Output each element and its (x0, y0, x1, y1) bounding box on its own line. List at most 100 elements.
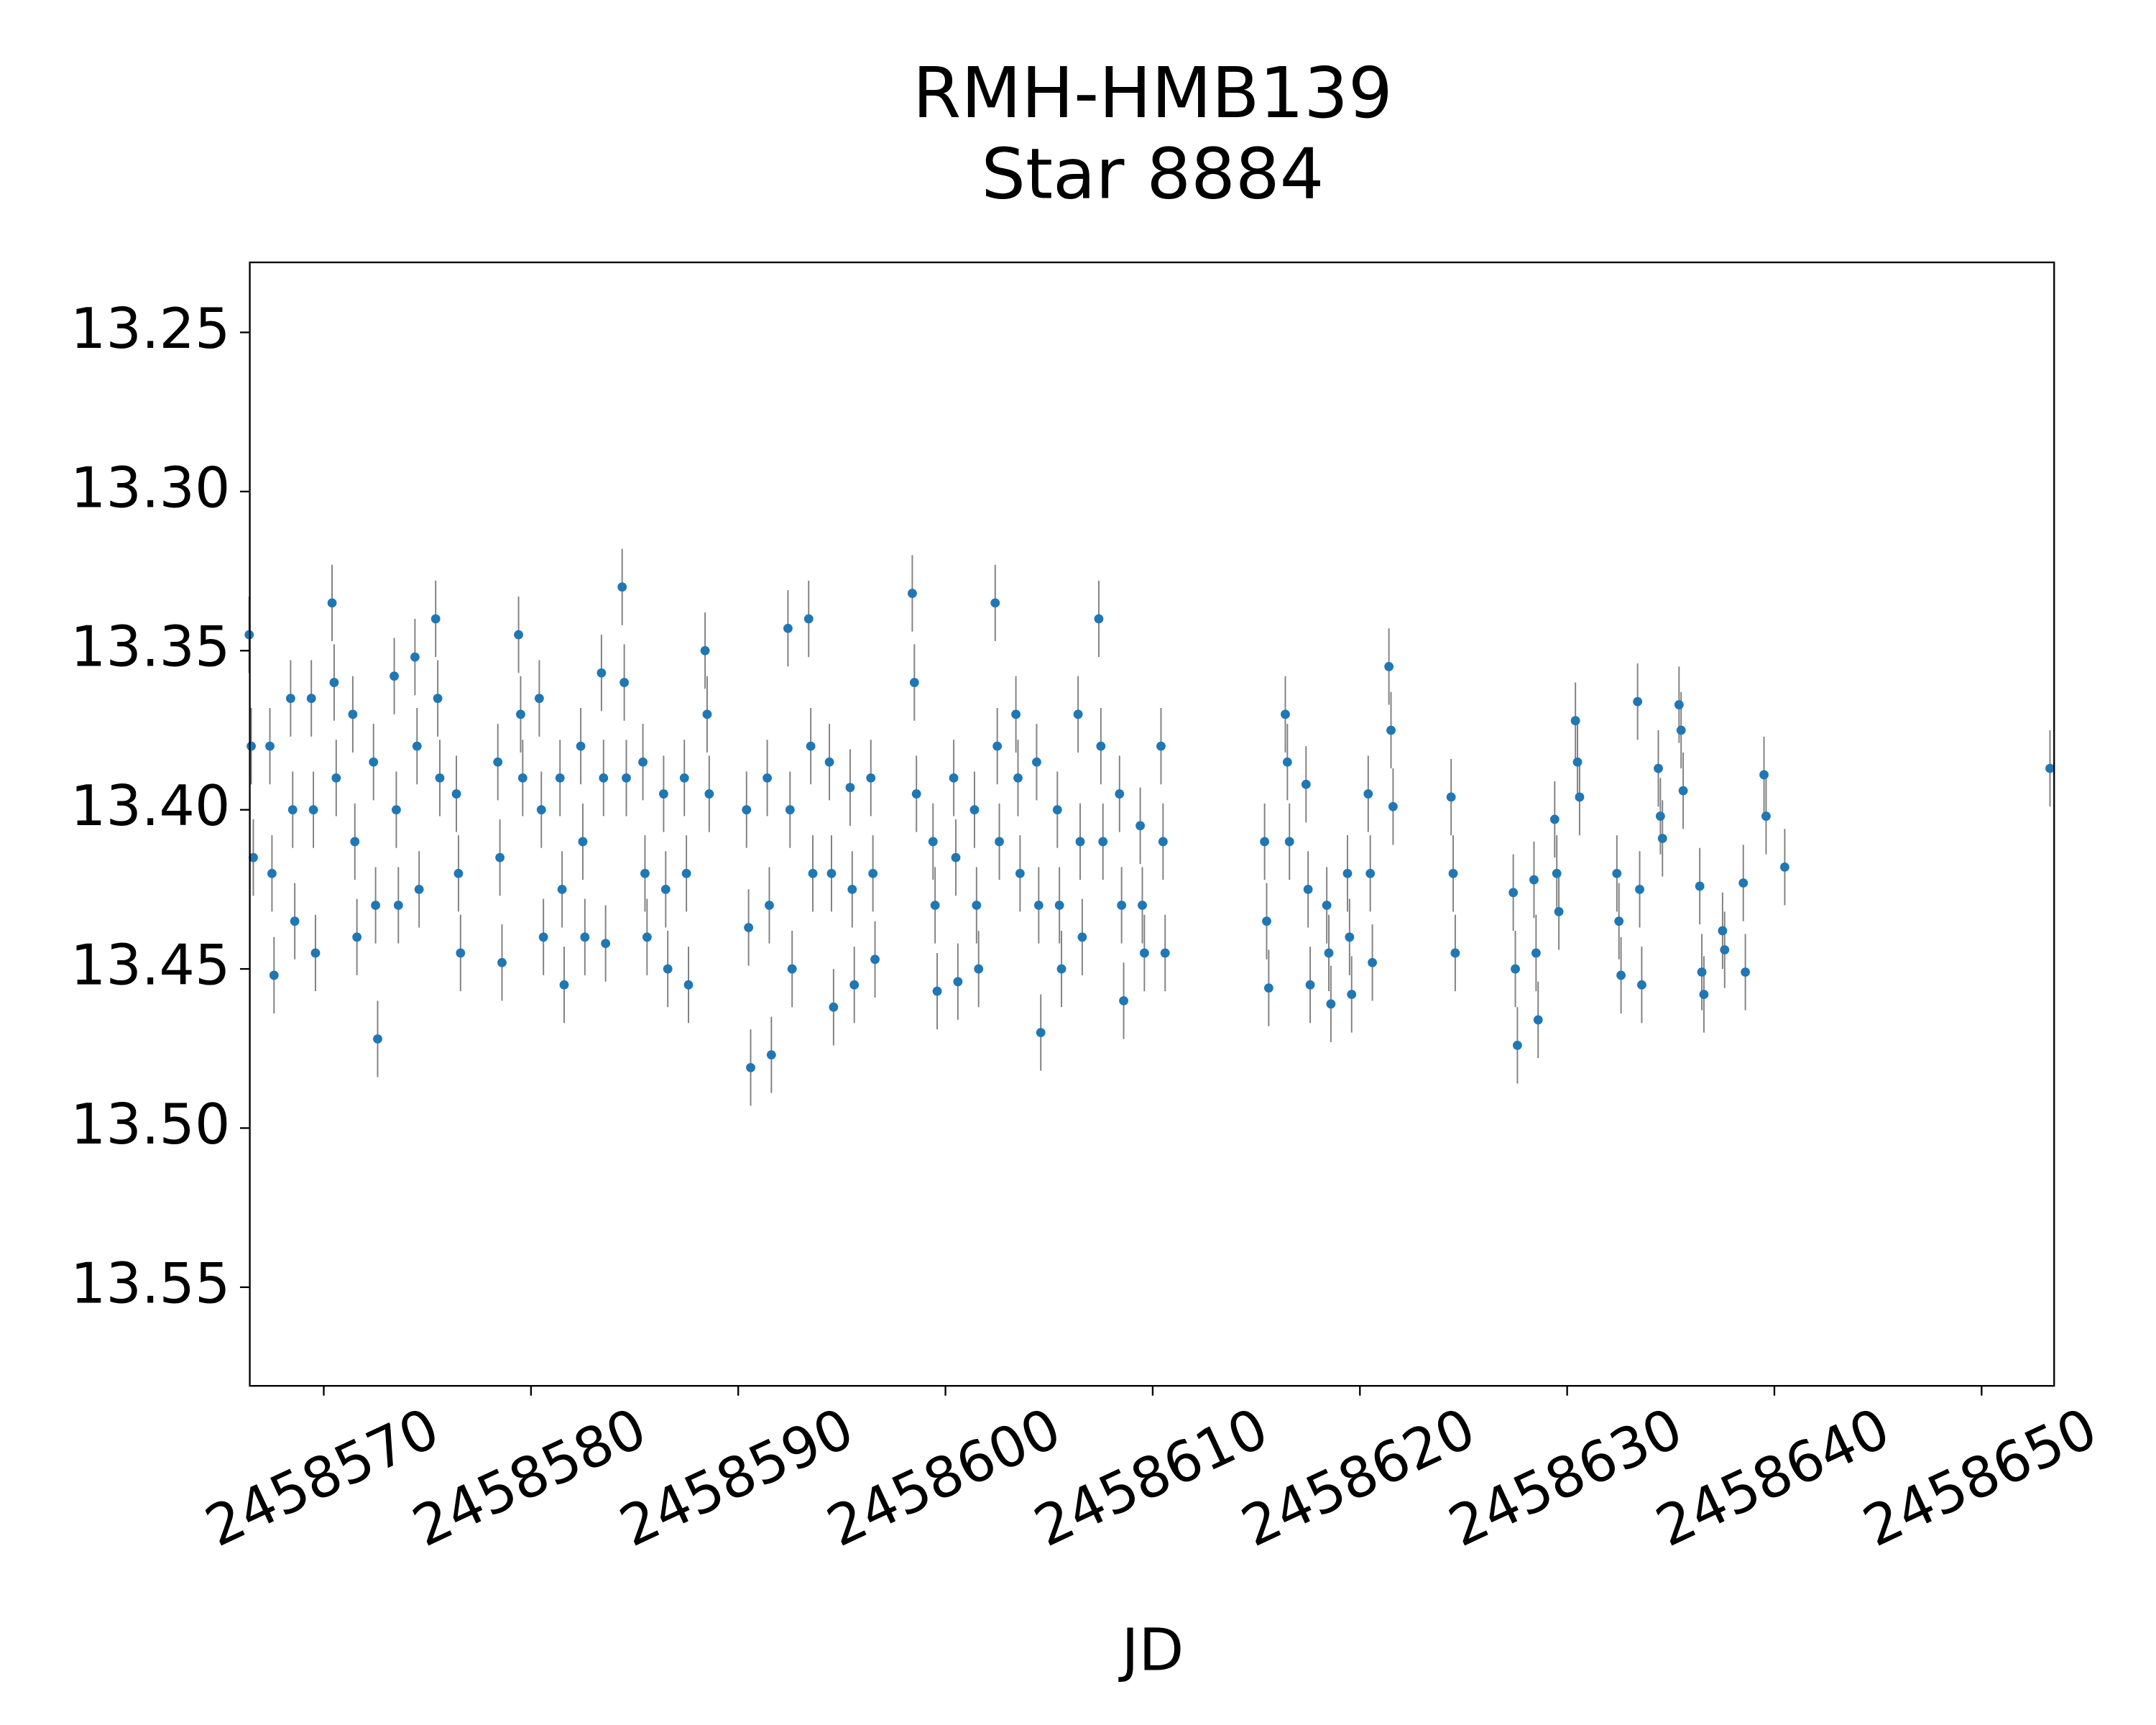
data-point (1115, 789, 1125, 799)
data-point (369, 757, 379, 767)
data-point (1635, 884, 1644, 894)
data-point (1533, 1015, 1543, 1025)
data-point (1655, 811, 1665, 821)
data-point (1156, 741, 1166, 751)
data-point (393, 901, 403, 910)
data-point (849, 980, 860, 990)
data-point (410, 652, 420, 662)
data-point (1365, 868, 1376, 878)
data-point (785, 805, 795, 815)
data-point (1697, 967, 1707, 977)
data-point (870, 954, 880, 965)
data-point (576, 741, 586, 751)
data-point (974, 964, 984, 974)
data-point (1718, 926, 1728, 936)
data-point (555, 773, 565, 783)
data-point (435, 773, 445, 783)
data-point (1303, 884, 1313, 894)
data-point (453, 868, 464, 878)
data-point (390, 671, 399, 681)
data-point (430, 614, 441, 624)
data-point (932, 986, 942, 996)
data-point (1699, 990, 1709, 999)
data-point (514, 630, 523, 640)
data-point (516, 709, 525, 719)
data-point (352, 932, 362, 942)
data-point (1322, 901, 1332, 910)
data-point (824, 757, 834, 767)
y-tick-label: 13.55 (70, 1251, 230, 1316)
data-point (1779, 862, 1789, 872)
data-point (1513, 1040, 1522, 1050)
data-point (949, 773, 959, 783)
data-point (247, 741, 256, 751)
data-point (1347, 990, 1357, 999)
data-point (765, 901, 774, 910)
data-point (1033, 901, 1044, 910)
data-point (2045, 763, 2055, 773)
data-point (267, 868, 277, 878)
data-point (1446, 792, 1456, 802)
data-point (1119, 995, 1128, 1006)
data-point (1305, 980, 1315, 990)
data-point (1036, 1028, 1046, 1038)
data-point (1529, 875, 1539, 885)
data-point (412, 741, 422, 751)
data-point (1158, 837, 1168, 847)
data-point (909, 678, 919, 687)
data-point (1138, 901, 1147, 910)
data-point (1738, 878, 1749, 888)
y-tick-label: 13.35 (70, 615, 230, 680)
data-point (829, 1002, 839, 1012)
data-point (1326, 999, 1336, 1009)
data-point (1508, 888, 1519, 898)
data-point (310, 948, 321, 958)
data-point (640, 868, 650, 878)
data-point (1013, 773, 1023, 783)
chart-subtitle: Star 8884 (981, 133, 1324, 214)
data-point (642, 932, 652, 942)
data-point (746, 1062, 755, 1072)
data-point (596, 668, 607, 678)
data-point (1363, 789, 1373, 799)
data-point (990, 598, 1000, 608)
data-point (1570, 716, 1580, 726)
data-point (638, 757, 648, 767)
data-point (1761, 811, 1771, 821)
data-point (557, 884, 567, 894)
data-point (1676, 725, 1686, 735)
data-point (972, 901, 982, 910)
data-point (1096, 741, 1106, 751)
plot-area (244, 548, 2055, 1106)
data-point (683, 980, 694, 990)
data-point (1324, 948, 1334, 958)
data-point (1552, 868, 1562, 878)
data-point (660, 884, 671, 894)
data-point (1301, 779, 1311, 789)
data-point (538, 932, 548, 942)
data-point (787, 964, 797, 974)
data-point (517, 773, 528, 783)
data-point (414, 884, 424, 894)
data-point (1612, 868, 1622, 878)
data-point (599, 773, 609, 783)
data-point (350, 837, 360, 847)
data-point (969, 805, 980, 815)
data-point (1139, 948, 1149, 958)
data-point (249, 852, 258, 862)
data-point (1052, 805, 1062, 815)
data-point (1135, 821, 1146, 831)
data-point (1554, 906, 1564, 916)
data-point (329, 678, 339, 687)
data-point (285, 694, 295, 704)
data-point (578, 837, 588, 847)
data-point (845, 783, 855, 793)
data-point (951, 852, 961, 862)
data-point (1094, 614, 1104, 624)
data-point (1077, 932, 1087, 942)
data-point (433, 694, 443, 704)
y-tick-label: 13.40 (70, 774, 230, 839)
data-point (1260, 837, 1270, 847)
data-point (1720, 945, 1730, 954)
data-point (1654, 763, 1663, 773)
